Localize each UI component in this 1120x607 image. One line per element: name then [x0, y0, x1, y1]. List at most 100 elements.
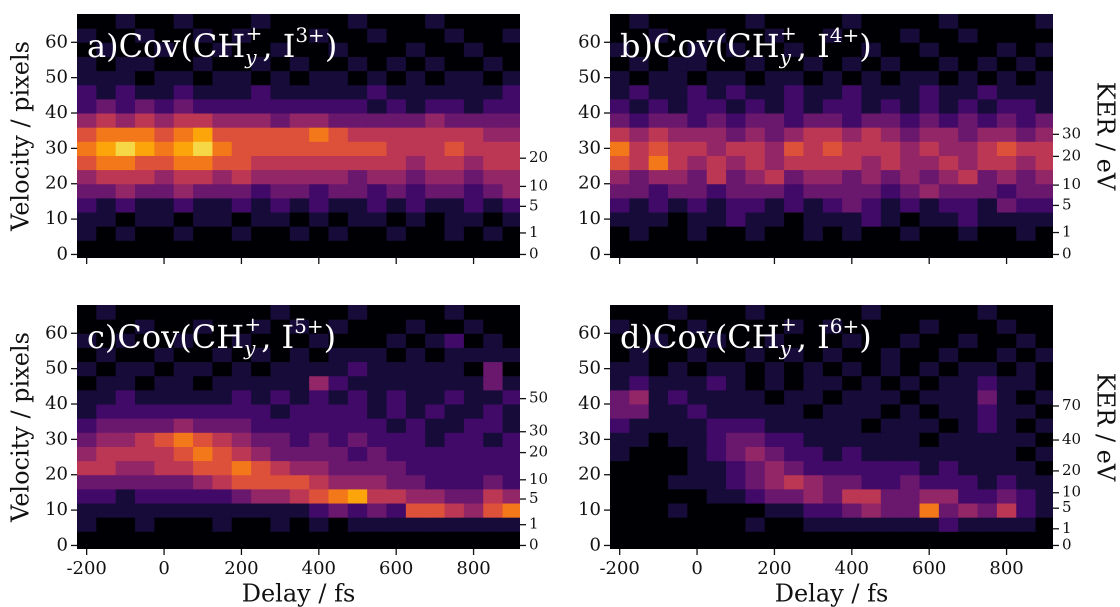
- heatmap-cell: [610, 84, 630, 100]
- heatmap-cell: [386, 183, 407, 199]
- heatmap-cell: [96, 14, 117, 29]
- heatmap-cell: [77, 183, 97, 199]
- heatmap-cell: [309, 375, 329, 391]
- heatmap-cell: [463, 212, 484, 227]
- heatmap-cell: [958, 42, 979, 57]
- heatmap-cell: [77, 347, 97, 363]
- y-tick-label: 30: [45, 137, 68, 158]
- heatmap-cell: [115, 361, 136, 377]
- title-part: +: [244, 312, 261, 336]
- x-tick-label: 800: [989, 558, 1023, 579]
- x-axis-label: Delay / fs: [242, 580, 356, 607]
- heatmap-cell: [463, 488, 484, 504]
- heatmap-cell: [135, 517, 155, 532]
- heatmap-cell: [154, 531, 175, 546]
- y2-tick-label: 20: [1062, 146, 1081, 164]
- heatmap-cell: [289, 319, 310, 334]
- x-tick-label: 0: [158, 558, 169, 579]
- heatmap-cell: [745, 418, 766, 433]
- heatmap-cell: [648, 319, 669, 334]
- heatmap-cell: [270, 127, 291, 142]
- heatmap-cell: [463, 333, 484, 348]
- y2-tick-label: 5: [1062, 498, 1072, 516]
- heatmap-cell: [764, 305, 785, 320]
- heatmap-cell: [629, 28, 650, 43]
- heatmap-cell: [193, 197, 213, 213]
- heatmap-cell: [270, 197, 291, 213]
- heatmap-cell: [463, 517, 484, 532]
- heatmap-cell: [115, 42, 136, 57]
- heatmap-cell: [173, 84, 194, 100]
- heatmap-cell: [444, 446, 465, 462]
- heatmap-cell: [1035, 446, 1053, 462]
- heatmap-cell: [231, 197, 252, 213]
- heatmap-cell: [726, 446, 746, 462]
- heatmap-cell: [463, 113, 484, 128]
- heatmap-cell: [367, 375, 388, 391]
- heatmap-cell: [1035, 460, 1053, 476]
- heatmap-cell: [706, 361, 727, 377]
- heatmap-cell: [764, 113, 785, 128]
- heatmap-cell: [842, 127, 862, 142]
- heatmap-cell: [977, 155, 998, 171]
- heatmap-cell: [919, 333, 940, 348]
- heatmap-cell: [745, 169, 766, 185]
- heatmap-cell: [861, 333, 882, 348]
- heatmap-cell: [135, 42, 155, 57]
- heatmap-cell: [958, 70, 979, 86]
- heatmap-cell: [706, 375, 727, 391]
- heatmap-cell: [483, 404, 504, 419]
- heatmap-cell: [880, 404, 901, 419]
- heatmap-cell: [668, 141, 688, 156]
- heatmap-cell: [880, 155, 901, 171]
- heatmap-cell: [745, 212, 766, 227]
- heatmap-cell: [405, 113, 426, 128]
- heatmap-cell: [822, 127, 843, 142]
- heatmap-cell: [938, 56, 959, 72]
- heatmap-cell: [938, 127, 959, 142]
- heatmap-cell: [803, 375, 824, 391]
- heatmap-cell: [1016, 28, 1037, 43]
- heatmap-cell: [803, 347, 824, 363]
- heatmap-cell: [367, 42, 388, 57]
- heatmap-cell: [405, 375, 426, 391]
- heatmap-cell: [822, 305, 843, 320]
- heatmap-cell: [251, 226, 271, 241]
- heatmap-cell: [726, 404, 746, 419]
- heatmap-cell: [745, 197, 766, 213]
- heatmap-cell: [977, 240, 998, 255]
- heatmap-cell: [425, 474, 446, 490]
- heatmap-cell: [173, 474, 194, 490]
- heatmap-cell: [842, 517, 862, 532]
- heatmap-cell: [347, 155, 368, 171]
- heatmap-cell: [154, 212, 175, 227]
- heatmap-cell: [764, 389, 785, 405]
- heatmap-cell: [668, 404, 688, 419]
- heatmap-cell: [193, 404, 213, 419]
- heatmap-cell: [726, 197, 746, 213]
- heatmap-cell: [822, 98, 843, 114]
- heatmap-cell: [919, 70, 940, 86]
- heatmap-cell: [173, 28, 194, 43]
- heatmap-cell: [996, 488, 1017, 504]
- heatmap-cell: [842, 474, 862, 490]
- heatmap-cell: [173, 197, 194, 213]
- heatmap-cell: [135, 418, 155, 433]
- heatmap-cell: [367, 70, 388, 86]
- title-part: y: [244, 45, 257, 69]
- heatmap-cell: [212, 418, 233, 433]
- heatmap-cell: [687, 197, 708, 213]
- heatmap-cell: [958, 319, 979, 334]
- heatmap-cell: [668, 432, 688, 447]
- title-part: b)Cov(CH: [620, 27, 780, 65]
- heatmap-cell: [900, 517, 921, 532]
- heatmap-cell: [977, 361, 998, 377]
- heatmap-cell: [328, 404, 349, 419]
- heatmap-cell: [1016, 517, 1037, 532]
- heatmap-cell: [309, 113, 329, 128]
- heatmap-cell: [483, 141, 504, 156]
- heatmap-cell: [463, 474, 484, 490]
- heatmap-cell: [309, 503, 329, 518]
- heatmap-cell: [822, 141, 843, 156]
- heatmap-cell: [1016, 155, 1037, 171]
